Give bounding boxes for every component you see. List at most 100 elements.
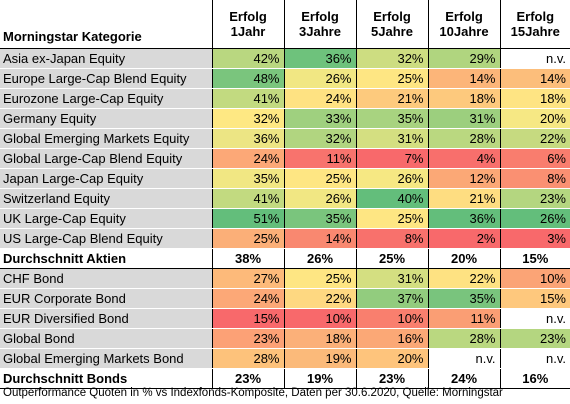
row-label: Eurozone Large-Cap Equity — [0, 88, 212, 109]
value-cell: 40% — [355, 188, 428, 209]
value-cell: 25% — [355, 208, 428, 229]
table-row: UK Large-Cap Equity 51% 35% 25% 36% 26% — [0, 208, 570, 229]
column-header-5jahre: Erfolg 5Jahre — [355, 0, 428, 49]
value-cell: 31% — [427, 108, 500, 129]
value-cell: 26% — [283, 248, 356, 269]
value-cell: 26% — [283, 188, 356, 209]
value-cell: 36% — [427, 208, 500, 229]
value-cell: 25% — [283, 168, 356, 189]
category-header-label: Morningstar Kategorie — [3, 29, 142, 44]
value-cell: n.v. — [427, 348, 500, 369]
row-label: Switzerland Equity — [0, 188, 212, 209]
table-row: Asia ex-Japan Equity 42% 36% 32% 29% n.v. — [0, 48, 570, 69]
table-body: Asia ex-Japan Equity 42% 36% 32% 29% n.v. Euro… — [0, 48, 570, 389]
header-line2: 5Jahre — [371, 24, 413, 39]
value-cell: 28% — [427, 128, 500, 149]
value-cell: 19% — [283, 348, 356, 369]
table-row: Europe Large-Cap Blend Equity 48% 26% 25% 14… — [0, 68, 570, 89]
value-cell: 20% — [355, 348, 428, 369]
value-cell: 14% — [427, 68, 500, 89]
value-cell: 35% — [355, 108, 428, 129]
value-cell: 24% — [283, 88, 356, 109]
value-cell: 28% — [427, 328, 500, 349]
table-row: EUR Corporate Bond 24% 22% 37% 35% 15% — [0, 288, 570, 309]
header-line2: 10Jahre — [439, 24, 489, 39]
row-label: Japan Large-Cap Equity — [0, 168, 212, 189]
header-line2: 3Jahre — [299, 24, 341, 39]
value-cell: 41% — [211, 188, 284, 209]
value-cell: 23% — [355, 368, 428, 389]
column-header-3jahre: Erfolg 3Jahre — [283, 0, 356, 49]
average-row: Durchschnitt Aktien 38% 26% 25% 20% 15% — [0, 248, 570, 269]
performance-table: Morningstar Kategorie Erfolg 1Jahr Erfolg… — [0, 0, 570, 389]
value-cell: 32% — [211, 108, 284, 129]
value-cell: 18% — [499, 88, 570, 109]
value-cell: 15% — [499, 248, 570, 269]
value-cell: 23% — [211, 368, 284, 389]
value-cell: 7% — [355, 148, 428, 169]
value-cell: 20% — [499, 108, 570, 129]
header-line1: Erfolg — [445, 9, 483, 24]
value-cell: 24% — [427, 368, 500, 389]
value-cell: 10% — [499, 268, 570, 289]
table-row: Global Emerging Markets Bond 28% 19% 20% n.v… — [0, 348, 570, 369]
value-cell: 23% — [211, 328, 284, 349]
value-cell: 21% — [355, 88, 428, 109]
table-row: Eurozone Large-Cap Equity 41% 24% 21% 18% 18% — [0, 88, 570, 109]
value-cell: 18% — [283, 328, 356, 349]
header-line1: Erfolg — [229, 9, 267, 24]
column-header-1jahr: Erfolg 1Jahr — [211, 0, 284, 49]
column-header-15jahre: Erfolg 15Jahre — [499, 0, 570, 49]
value-cell: 11% — [427, 308, 500, 329]
value-cell: 37% — [355, 288, 428, 309]
value-cell: 29% — [427, 48, 500, 69]
row-label: Germany Equity — [0, 108, 212, 129]
row-label: Global Emerging Markets Bond — [0, 348, 212, 369]
value-cell: 4% — [427, 148, 500, 169]
header-line1: Erfolg — [516, 9, 555, 24]
value-cell: 15% — [499, 288, 570, 309]
row-label: Global Emerging Markets Equity — [0, 128, 212, 149]
value-cell: 10% — [355, 308, 428, 329]
row-label: Global Large-Cap Blend Equity — [0, 148, 212, 169]
row-label: EUR Corporate Bond — [0, 288, 212, 309]
value-cell: 8% — [499, 168, 570, 189]
value-cell: 35% — [211, 168, 284, 189]
row-label: CHF Bond — [0, 268, 212, 289]
value-cell: 8% — [355, 228, 428, 249]
value-cell: 48% — [211, 68, 284, 89]
value-cell: 25% — [355, 68, 428, 89]
table-row: Global Emerging Markets Equity 36% 32% 31% 2… — [0, 128, 570, 149]
header-line2: 1Jahr — [230, 24, 266, 39]
value-cell: 27% — [211, 268, 284, 289]
value-cell: 21% — [427, 188, 500, 209]
header-line1: Erfolg — [373, 9, 411, 24]
value-cell: 25% — [283, 268, 356, 289]
value-cell: 51% — [211, 208, 284, 229]
header-line2: 15Jahre — [510, 24, 560, 39]
row-label: Durchschnitt Bonds — [0, 368, 212, 389]
value-cell: 24% — [211, 288, 284, 309]
table-row: EUR Diversified Bond 15% 10% 10% 11% n.v. — [0, 308, 570, 329]
value-cell: 2% — [427, 228, 500, 249]
row-label: Asia ex-Japan Equity — [0, 48, 212, 69]
value-cell: 31% — [355, 128, 428, 149]
table-row: CHF Bond 27% 25% 31% 22% 10% — [0, 268, 570, 289]
table-row: US Large-Cap Blend Equity 25% 14% 8% 2% 3% — [0, 228, 570, 249]
row-label: Europe Large-Cap Blend Equity — [0, 68, 212, 89]
table-row: Japan Large-Cap Equity 35% 25% 26% 12% 8% — [0, 168, 570, 189]
value-cell: 22% — [283, 288, 356, 309]
row-label: EUR Diversified Bond — [0, 308, 212, 329]
table-row: Global Large-Cap Blend Equity 24% 11% 7% 4% 6… — [0, 148, 570, 169]
value-cell: 16% — [499, 368, 570, 389]
value-cell: 3% — [499, 228, 570, 249]
average-row: Durchschnitt Bonds 23% 19% 23% 24% 16% — [0, 368, 570, 389]
value-cell: 31% — [355, 268, 428, 289]
value-cell: 32% — [355, 48, 428, 69]
value-cell: 26% — [499, 208, 570, 229]
value-cell: 33% — [283, 108, 356, 129]
value-cell: 14% — [499, 68, 570, 89]
value-cell: 32% — [283, 128, 356, 149]
value-cell: 18% — [427, 88, 500, 109]
